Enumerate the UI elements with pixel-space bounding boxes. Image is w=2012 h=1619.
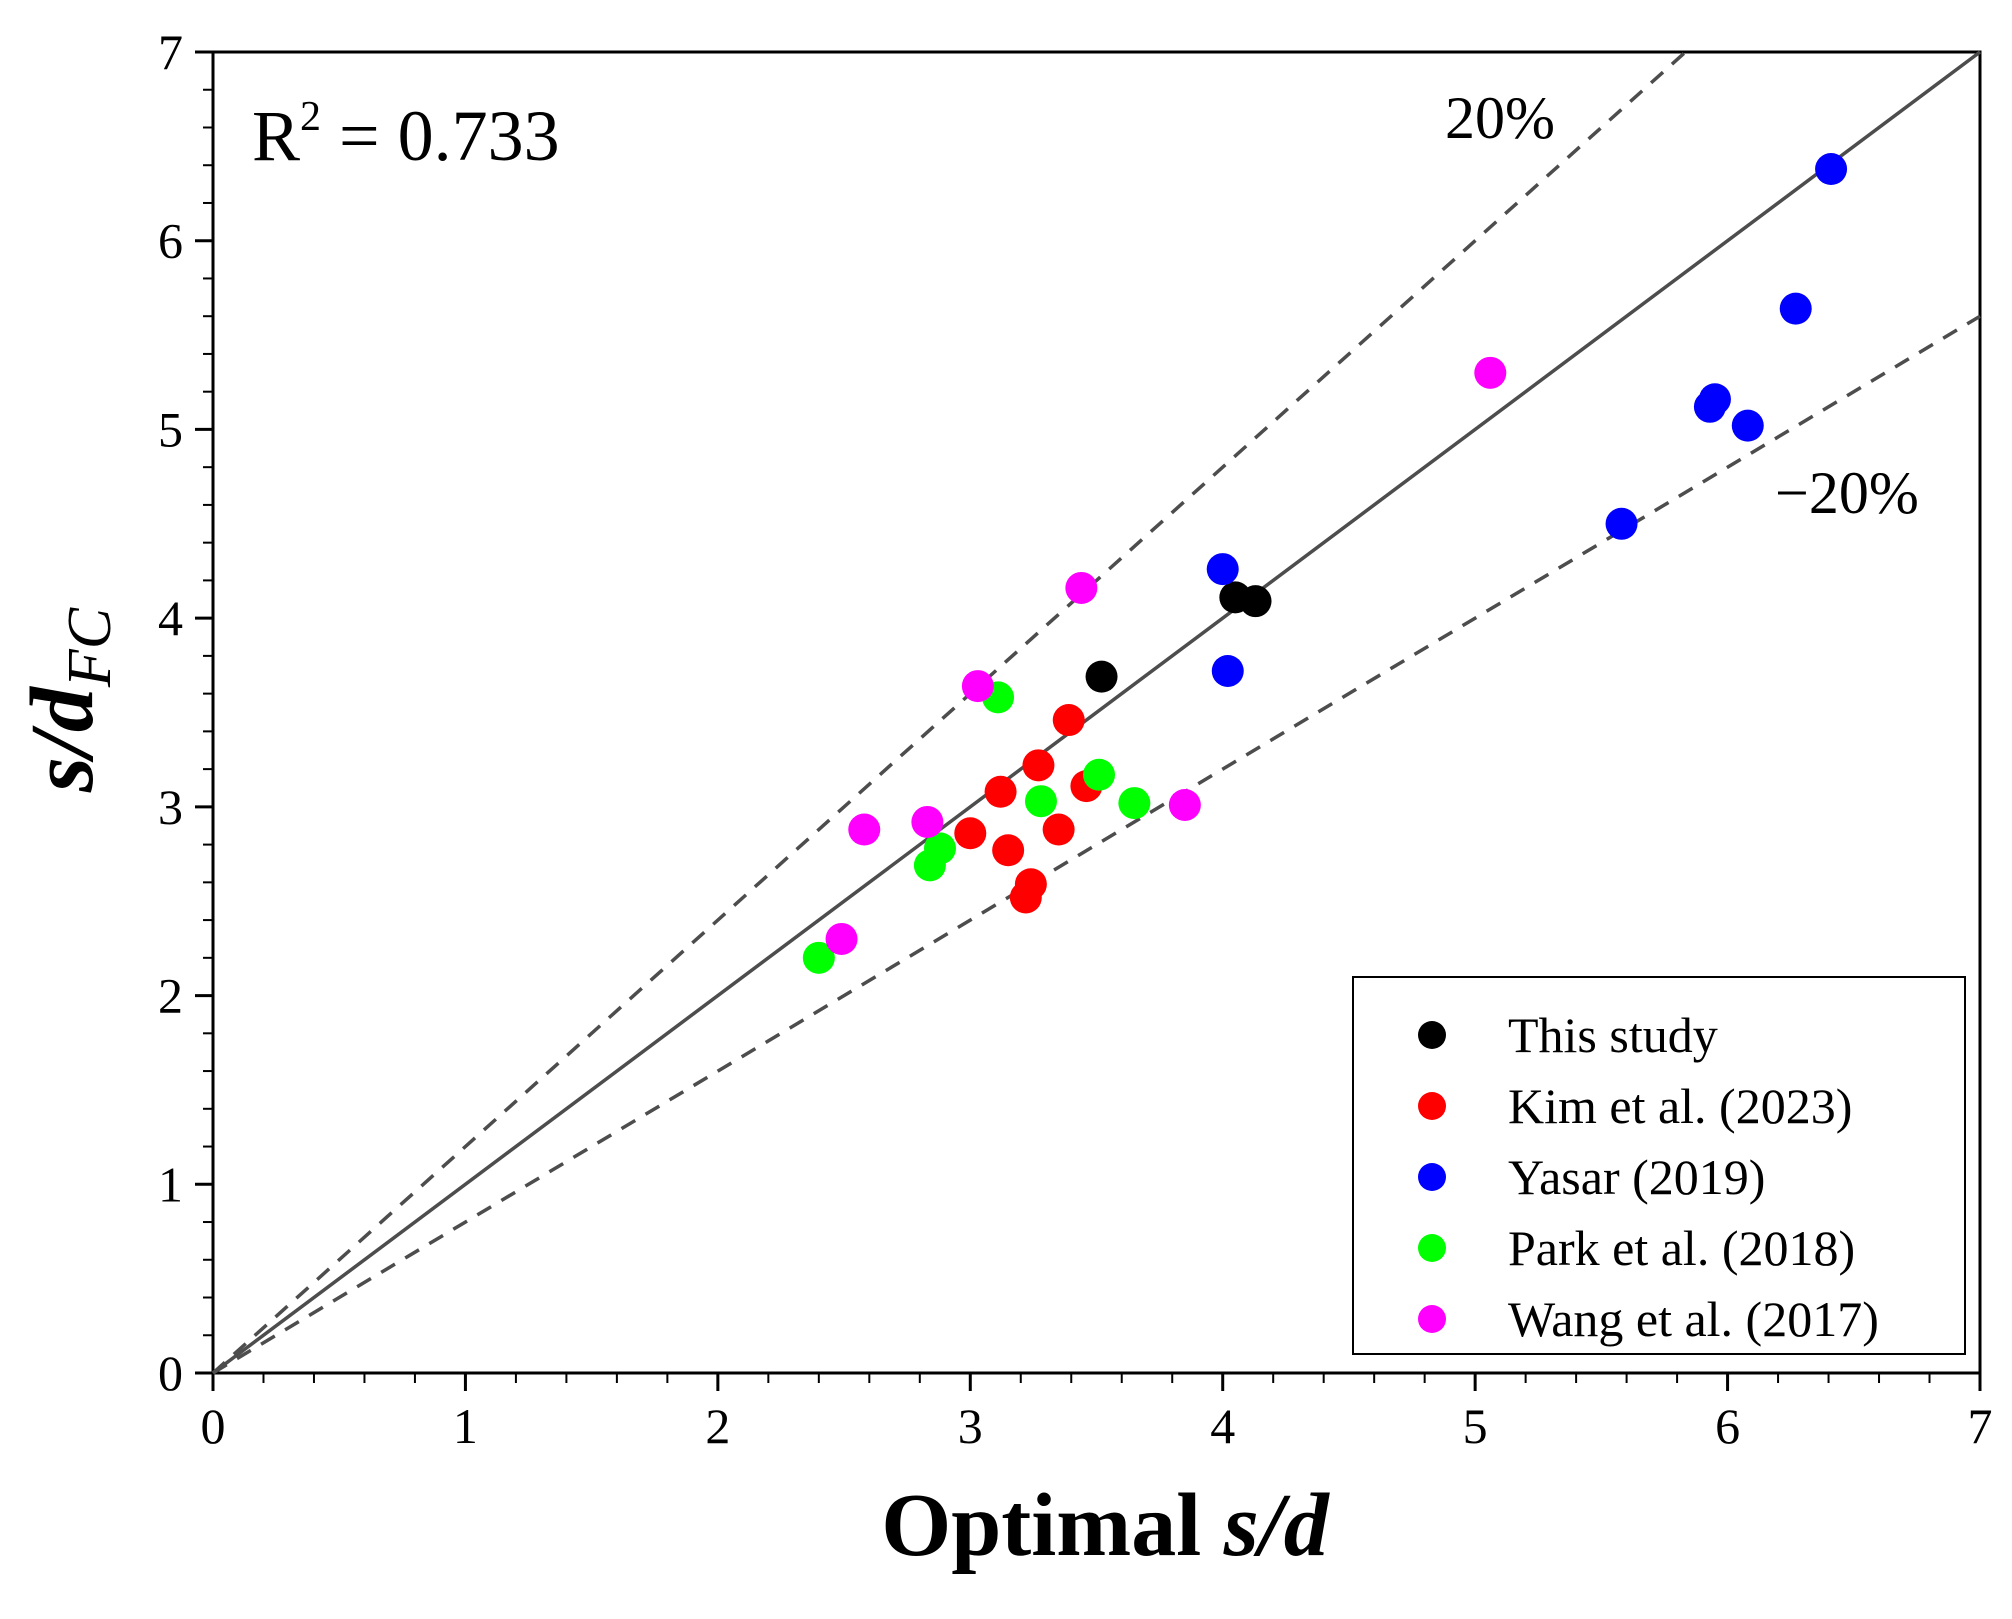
- y-axis-title: s/dFC: [13, 607, 124, 793]
- point-this-study: [1085, 660, 1118, 693]
- legend-label-park-et-al-2018: Park et al. (2018): [1508, 1220, 1855, 1276]
- legend-marker-park-et-al-2018: [1418, 1234, 1446, 1262]
- legend-label-kim-et-al-2023: Kim et al. (2023): [1508, 1078, 1852, 1134]
- y-tick-label: 5: [158, 401, 183, 457]
- point-yasar-2019: [1206, 553, 1239, 586]
- x-tick-label: 4: [1210, 1398, 1235, 1454]
- point-yasar-2019: [1211, 654, 1244, 687]
- y-tick-label: 2: [158, 968, 183, 1024]
- y-tick-label: 6: [158, 213, 183, 269]
- legend-label-this-study: This study: [1508, 1007, 1718, 1063]
- y-tick-label: 4: [158, 590, 183, 646]
- reference-line-20: [211, 50, 1687, 1375]
- point-yasar-2019: [1731, 409, 1764, 442]
- legend-label-wang-et-al-2017: Wang et al. (2017): [1508, 1291, 1879, 1347]
- plus-20-percent-label: 20%: [1445, 85, 1555, 151]
- r-squared-annotation: R2 = 0.733: [252, 94, 560, 176]
- reference-lines: [211, 50, 1982, 1375]
- point-yasar-2019: [1779, 292, 1812, 325]
- point-park-et-al-2018: [923, 832, 956, 865]
- point-kim-et-al-2023: [984, 775, 1017, 808]
- y-tick-label: 0: [158, 1345, 183, 1401]
- point-yasar-2019: [1605, 507, 1638, 540]
- x-tick-label: 5: [1463, 1398, 1488, 1454]
- point-wang-et-al-2017: [848, 813, 881, 846]
- point-kim-et-al-2023: [1022, 749, 1055, 782]
- reference-line-20: [212, 314, 1981, 1375]
- y-tick-label: 7: [158, 24, 183, 80]
- point-this-study: [1239, 585, 1272, 618]
- point-yasar-2019: [1698, 383, 1731, 416]
- legend-marker-kim-et-al-2023: [1418, 1092, 1446, 1120]
- point-kim-et-al-2023: [1014, 868, 1047, 901]
- reference-line-1-1: [211, 50, 1982, 1375]
- legend-marker-yasar-2019: [1418, 1163, 1446, 1191]
- legend-marker-wang-et-al-2017: [1418, 1305, 1446, 1333]
- point-wang-et-al-2017: [1065, 571, 1098, 604]
- point-wang-et-al-2017: [961, 670, 994, 703]
- x-tick-label: 3: [958, 1398, 983, 1454]
- legend: This study Kim et al. (2023) Yasar (2019) P…: [1352, 976, 1966, 1355]
- axes-layer: 0 1 2 3 4 5 6 7 0 1 2 3 4 5 6 7: [158, 24, 1993, 1454]
- point-park-et-al-2018: [1024, 785, 1057, 818]
- point-wang-et-al-2017: [1474, 356, 1507, 389]
- point-kim-et-al-2023: [1042, 813, 1075, 846]
- point-park-et-al-2018: [802, 941, 835, 974]
- minus-20-percent-label: −20%: [1775, 460, 1919, 526]
- x-tick-label: 7: [1968, 1398, 1993, 1454]
- point-yasar-2019: [1815, 153, 1848, 186]
- point-wang-et-al-2017: [825, 922, 858, 955]
- y-tick-label: 3: [158, 779, 183, 835]
- point-wang-et-al-2017: [911, 805, 944, 838]
- point-park-et-al-2018: [1118, 787, 1151, 820]
- x-tick-label: 2: [705, 1398, 730, 1454]
- data-points: [802, 153, 1848, 974]
- x-tick-label: 0: [201, 1398, 226, 1454]
- plot-frame: [211, 50, 1982, 1375]
- point-kim-et-al-2023: [992, 834, 1025, 867]
- point-kim-et-al-2023: [1052, 704, 1085, 737]
- y-tick-label: 1: [158, 1156, 183, 1212]
- x-tick-label: 6: [1715, 1398, 1740, 1454]
- x-axis-title: Optimal s/d: [881, 1476, 1331, 1575]
- point-park-et-al-2018: [1083, 758, 1116, 791]
- legend-marker-this-study: [1418, 1021, 1446, 1049]
- x-tick-label: 1: [453, 1398, 478, 1454]
- legend-box: [1352, 976, 1966, 1355]
- legend-label-yasar-2019: Yasar (2019): [1508, 1149, 1765, 1205]
- point-kim-et-al-2023: [954, 817, 987, 850]
- point-wang-et-al-2017: [1168, 788, 1201, 821]
